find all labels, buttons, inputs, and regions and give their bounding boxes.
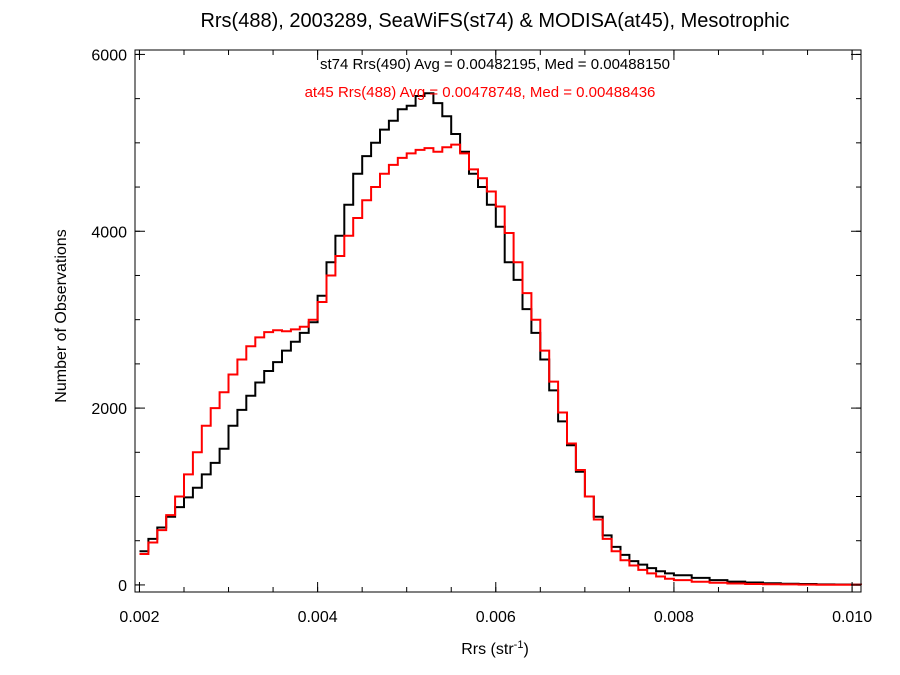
x-axis-label-superscript: -1 bbox=[514, 639, 524, 651]
x-tick-label: 0.002 bbox=[119, 609, 159, 626]
chart-title: Rrs(488), 2003289, SeaWiFS(st74) & MODIS… bbox=[200, 10, 789, 32]
x-axis-label-main: Rrs (str bbox=[461, 641, 514, 658]
x-axis-label-close: ) bbox=[523, 641, 528, 658]
x-tick-label: 0.006 bbox=[476, 609, 516, 626]
y-tick-label: 0 bbox=[118, 578, 127, 595]
y-tick-label: 4000 bbox=[91, 224, 127, 241]
y-tick-label: 2000 bbox=[91, 401, 127, 418]
avg-annotation-st74: st74 Rrs(490) Avg = 0.00482195, Med = 0.… bbox=[320, 56, 670, 73]
plot-frame bbox=[134, 49, 862, 593]
x-tick-label: 0.004 bbox=[298, 609, 338, 626]
tick-layer: 0.002 0.004 0.006 0.008 0.010 0 2000 4000 6000 bbox=[91, 47, 872, 626]
x-axis-label: Rrs (str-1) bbox=[461, 639, 529, 658]
y-tick-label: 6000 bbox=[91, 47, 127, 64]
histogram-series-1 bbox=[139, 143, 862, 586]
histogram-series-0 bbox=[139, 92, 862, 586]
avg-annotation-at45: at45 Rrs(488) Avg = 0.00478748, Med = 0.… bbox=[305, 84, 656, 101]
x-tick-label: 0.010 bbox=[832, 609, 872, 626]
x-tick-label: 0.008 bbox=[654, 609, 694, 626]
series-layer bbox=[139, 92, 862, 586]
y-axis-label: Number of Observations bbox=[53, 229, 70, 402]
